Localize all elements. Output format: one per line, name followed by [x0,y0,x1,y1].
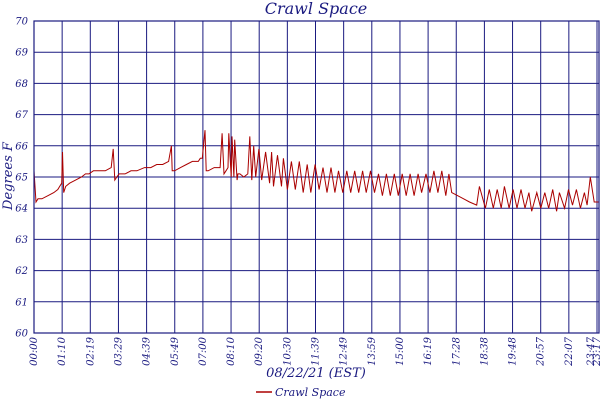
legend: Crawl Space [256,386,346,399]
x-tick-label: 07:00 [198,336,209,365]
x-tick-label: 11:39 [311,336,322,365]
chart-title: Crawl Space [265,0,368,18]
x-tick-label: 02:19 [85,336,96,365]
x-tick-label: 15:00 [395,336,406,365]
x-tick-label: 05:49 [170,336,181,365]
x-axis-ticks: 00:00 01:10 02:19 03:29 04:39 05:49 07:00 08:10… [29,336,600,366]
legend-label: Crawl Space [275,386,346,399]
x-tick-label: 23:17 [592,336,600,366]
x-tick-label: 18:38 [479,337,490,366]
y-tick-label: 60 [15,329,28,340]
x-tick-label: 01:10 [57,336,68,365]
y-tick-label: 62 [15,266,28,277]
x-tick-label: 00:00 [29,336,40,365]
series-line [33,130,599,212]
x-tick-label: 09:20 [254,336,265,365]
y-tick-label: 67 [15,110,28,121]
x-tick-label: 13:59 [367,336,378,365]
y-tick-label: 63 [15,235,28,246]
y-tick-label: 64 [15,204,28,215]
plot-frame [33,20,600,334]
y-tick-label: 69 [15,48,28,59]
y-tick-label: 70 [15,17,28,28]
x-tick-label: 12:49 [339,336,350,365]
x-tick-label: 03:29 [113,336,124,365]
y-axis-ticks: 60 61 62 63 64 65 66 67 68 69 70 [15,17,28,340]
x-tick-label-end: 23:47 [586,336,597,366]
x-tick-label: 10:30 [282,336,293,365]
x-tick-label: 17:28 [451,337,462,366]
x-tick-label: 04:39 [142,336,153,365]
grid [33,20,599,334]
x-tick-label: 19:48 [508,337,519,366]
y-tick-label: 61 [15,297,28,308]
x-tick-label: 08:10 [226,336,237,365]
y-tick-label: 66 [15,141,28,152]
x-tick-label: 22:07 [564,336,575,366]
x-axis-title: 08/22/21 (EST) [266,366,366,381]
y-tick-label: 68 [15,79,28,90]
y-tick-label: 65 [15,173,28,184]
y-axis-title: Degrees F [1,141,16,211]
x-tick-label: 16:19 [423,336,434,365]
x-tick-label: 20:57 [536,336,547,366]
